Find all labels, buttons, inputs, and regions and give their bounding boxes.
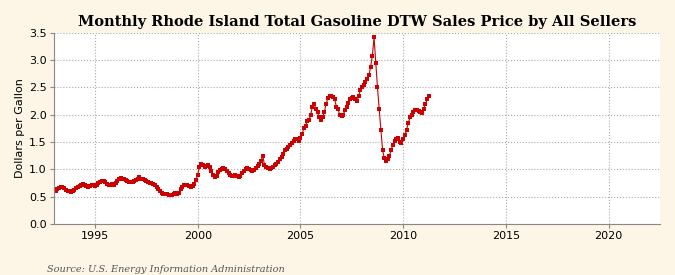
Title: Monthly Rhode Island Total Gasoline DTW Sales Price by All Sellers: Monthly Rhode Island Total Gasoline DTW … xyxy=(78,15,636,29)
Y-axis label: Dollars per Gallon: Dollars per Gallon xyxy=(15,78,25,178)
Text: Source: U.S. Energy Information Administration: Source: U.S. Energy Information Administ… xyxy=(47,265,285,274)
